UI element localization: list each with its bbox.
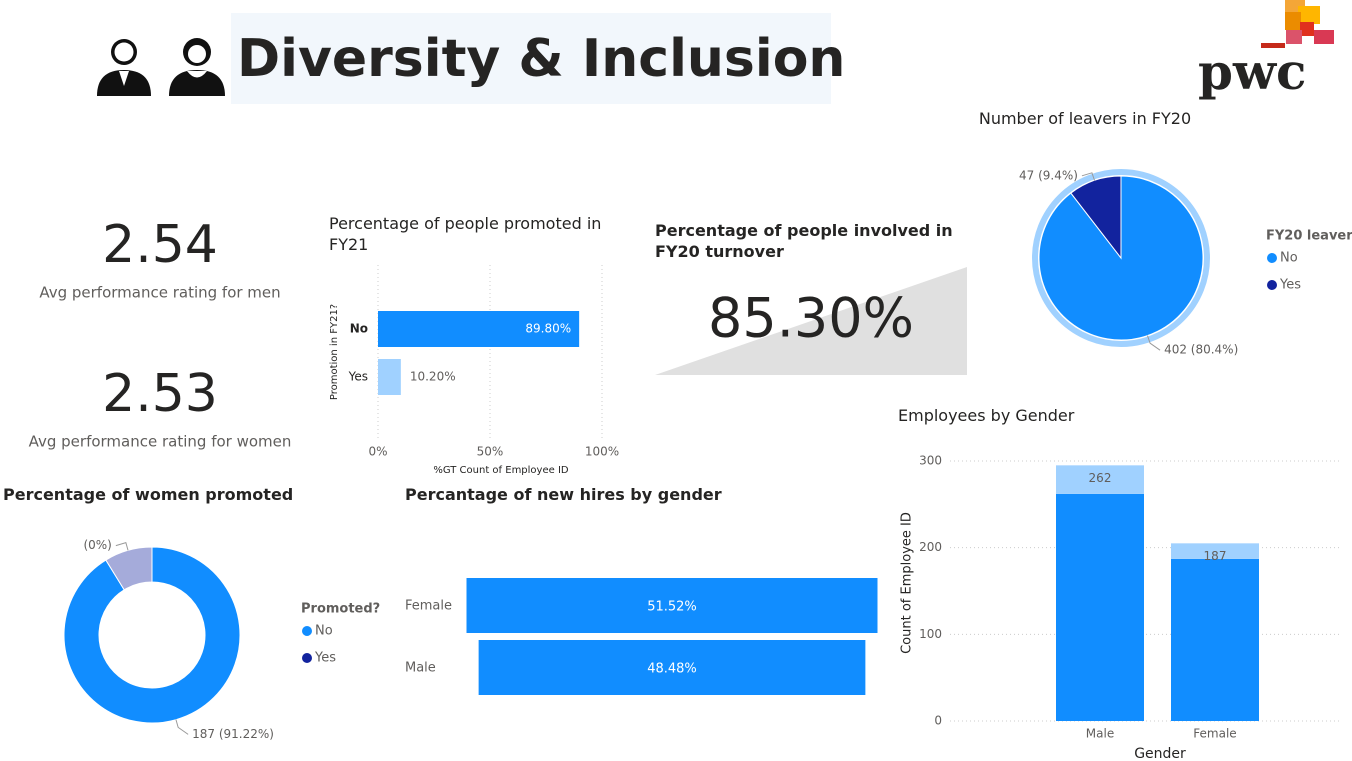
card-value: 2.54 (102, 215, 218, 275)
data-label: 51.52% (647, 600, 697, 615)
legend-label: Yes (1279, 278, 1301, 293)
data-label: 48.48% (647, 662, 697, 677)
slice (63, 546, 241, 724)
bar-segment (1056, 493, 1144, 721)
x-tick-label: 0% (368, 445, 387, 459)
x-tick-label: Male (1086, 727, 1114, 741)
chart-title: Percentage of people promoted in FY21 (329, 214, 602, 254)
data-label: 187 (91.22%) (192, 727, 274, 741)
data-label: (0%) (83, 538, 111, 552)
leader-line (115, 542, 129, 551)
legend-title: FY20 leaver? (1266, 229, 1352, 244)
leader-line (175, 719, 189, 735)
data-label: 262 (1089, 471, 1112, 485)
x-tick-label: 50% (477, 445, 504, 459)
y-axis-title: Promotion in FY21? (329, 304, 340, 400)
chart-title: Employees by Gender (898, 406, 1075, 425)
bar-segment (1171, 543, 1259, 559)
chart-title: Number of leavers in FY20 (978, 109, 1192, 128)
legend-label: No (315, 624, 333, 639)
pie-ring (1032, 169, 1210, 347)
x-axis-title: %GT Count of Employee ID (433, 465, 569, 476)
chart-title: Percentage of women promoted (3, 485, 294, 504)
legend-label: Yes (314, 651, 336, 666)
logo-squares (1261, 0, 1334, 48)
legend-swatch (1267, 280, 1277, 290)
legend-label: No (1280, 251, 1298, 266)
data-label: 402 (80.4%) (1164, 343, 1238, 357)
category-label: Female (405, 599, 452, 614)
category-label: Male (405, 661, 436, 676)
legend-title: Promoted? (301, 602, 380, 617)
y-tick-label: Yes (348, 370, 368, 384)
slice (1070, 175, 1122, 260)
card-background (655, 267, 967, 375)
chart-title: Percantage of new hires by gender (405, 485, 722, 504)
bar-segment (1171, 558, 1259, 721)
people-icons (97, 38, 225, 96)
y-axis-title: Count of Employee ID (900, 512, 915, 654)
slice (105, 546, 153, 591)
header-band (231, 13, 831, 104)
y-tick-label: 0 (934, 714, 942, 728)
y-tick-label: No (350, 322, 368, 336)
data-label: 10.20% (410, 370, 456, 384)
card-title: Percentage of people involved in FY20 tu… (655, 221, 953, 261)
bar (378, 359, 401, 395)
data-label: 47 (9.4%) (1019, 168, 1078, 182)
legend-swatch (302, 626, 312, 636)
funnel-bar (478, 640, 866, 695)
y-tick-label: 100 (919, 627, 942, 641)
legend-swatch (1267, 253, 1277, 263)
y-tick-label: 300 (919, 454, 942, 468)
legend-swatch (302, 653, 312, 663)
x-tick-label: Female (1193, 727, 1236, 741)
card-label: Avg performance rating for women (29, 433, 292, 451)
card-value: 85.30% (708, 287, 914, 350)
funnel-bar (466, 578, 878, 633)
bar (378, 311, 580, 347)
data-label: 187 (1204, 549, 1227, 563)
logo-text: pwc (1198, 42, 1306, 101)
x-axis-title: Gender (1134, 746, 1186, 761)
leader-line (1147, 335, 1161, 351)
data-label: 89.80% (525, 322, 571, 336)
card-value: 2.53 (102, 364, 218, 424)
leader-line (1081, 172, 1095, 181)
x-tick-label: 100% (585, 445, 619, 459)
bar-segment (1056, 465, 1144, 494)
card-label: Avg performance rating for men (39, 284, 280, 302)
header-title: Diversity & Inclusion (237, 29, 845, 89)
y-tick-label: 200 (919, 540, 942, 554)
